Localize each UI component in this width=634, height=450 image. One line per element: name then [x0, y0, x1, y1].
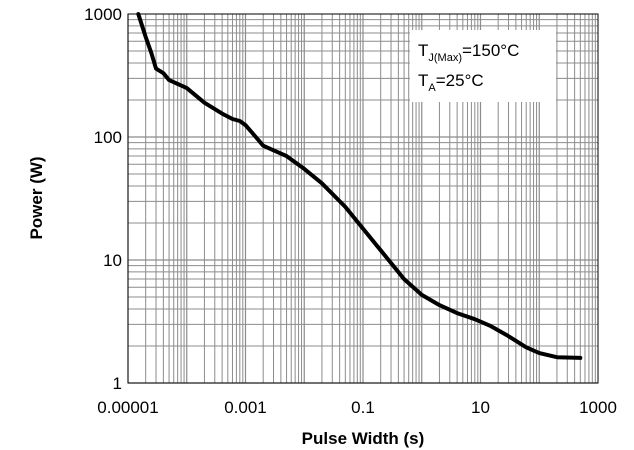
y-tick-label: 10: [103, 251, 122, 270]
annotation-line-tj: TJ(Max)=150°C: [418, 41, 519, 64]
x-tick-label: 0.00001: [97, 398, 158, 417]
annotation-line-ta: TA=25°C: [418, 71, 484, 94]
x-tick-labels: 0.00001 0.001 0.1 10 1000: [97, 398, 617, 417]
annotation-box: TJ(Max)=150°C TA=25°C: [410, 30, 556, 102]
x-axis-title: Pulse Width (s): [302, 429, 425, 448]
x-tick-label: 0.1: [351, 398, 375, 417]
series-line: [136, 12, 583, 360]
plot-frame: [127, 13, 599, 384]
y-tick-label: 1000: [84, 5, 122, 24]
y-tick-label: 100: [94, 128, 122, 147]
y-axis-title: Power (W): [27, 156, 46, 239]
y-tick-labels: 1000 100 10 1: [84, 5, 122, 393]
x-tick-label: 1000: [579, 398, 617, 417]
x-tick-label: 0.001: [224, 398, 267, 417]
y-tick-label: 1: [113, 374, 122, 393]
x-tick-label: 10: [471, 398, 490, 417]
